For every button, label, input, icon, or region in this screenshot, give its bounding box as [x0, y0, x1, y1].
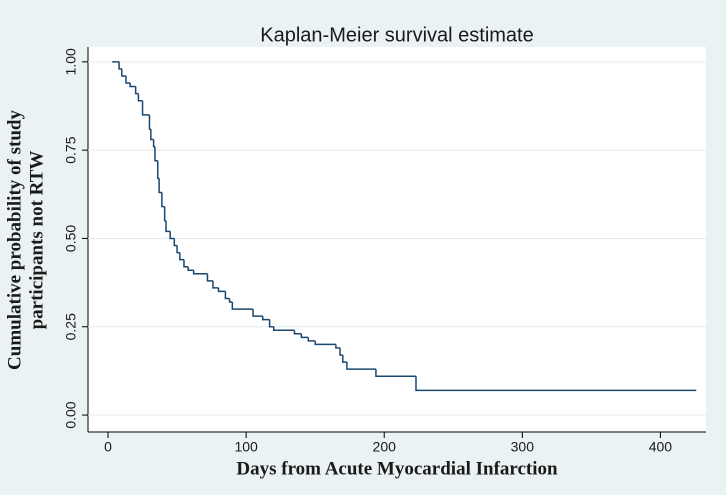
survival-step — [217, 287, 226, 293]
x-axis-label: Days from Acute Myocardial Infarction — [236, 458, 558, 479]
survival-step — [300, 333, 309, 339]
y-tick-label: 0.25 — [63, 313, 79, 340]
survival-step — [346, 362, 376, 370]
y-axis-label: participants not RTW — [26, 151, 47, 330]
survival-step — [176, 245, 180, 254]
survival-step — [228, 298, 233, 303]
survival-step — [293, 330, 302, 335]
survival-step — [187, 266, 194, 271]
survival-step — [169, 231, 175, 240]
survival-step — [129, 83, 136, 88]
survival-step — [152, 139, 155, 148]
chart-title: Kaplan-Meier survival estimate — [260, 24, 533, 46]
survival-step — [118, 61, 122, 70]
survival-step — [158, 178, 162, 194]
y-axis-label: Cumulative probability of study — [4, 110, 25, 370]
survival-step — [173, 238, 178, 247]
survival-step — [375, 369, 416, 377]
survival-step — [272, 326, 295, 332]
x-tick-label: 300 — [511, 439, 535, 455]
survival-step — [261, 316, 270, 321]
y-tick-label: 0.75 — [63, 136, 79, 163]
survival-step — [150, 128, 154, 141]
plot-area — [88, 47, 706, 432]
survival-step — [137, 93, 143, 102]
survival-step — [183, 259, 189, 268]
survival-step — [342, 355, 347, 363]
survival-step — [154, 146, 158, 162]
survival-step — [268, 319, 274, 328]
y-tick-label: 0.50 — [63, 225, 79, 252]
survival-step — [415, 376, 697, 392]
survival-step — [224, 291, 230, 300]
survival-step — [307, 337, 316, 342]
x-tick-label: 400 — [649, 439, 673, 455]
survival-step — [212, 280, 219, 289]
survival-step — [121, 68, 126, 77]
survival-step — [231, 302, 254, 310]
survival-step — [125, 75, 131, 84]
survival-step — [339, 347, 343, 356]
survival-step — [335, 344, 341, 349]
survival-step — [161, 192, 165, 208]
x-tick-label: 0 — [104, 439, 112, 455]
survival-step — [134, 86, 139, 95]
survival-step — [179, 252, 184, 261]
survival-step — [252, 309, 263, 317]
survival-step — [165, 220, 171, 233]
survival-step — [314, 340, 336, 346]
x-tick-label: 100 — [234, 439, 258, 455]
survival-step — [141, 100, 150, 116]
y-tick-label: 1.00 — [63, 48, 79, 75]
x-tick-label: 200 — [373, 439, 397, 455]
survival-step — [192, 270, 208, 275]
survival-step — [206, 273, 213, 282]
y-tick-label: 0.00 — [63, 401, 79, 428]
